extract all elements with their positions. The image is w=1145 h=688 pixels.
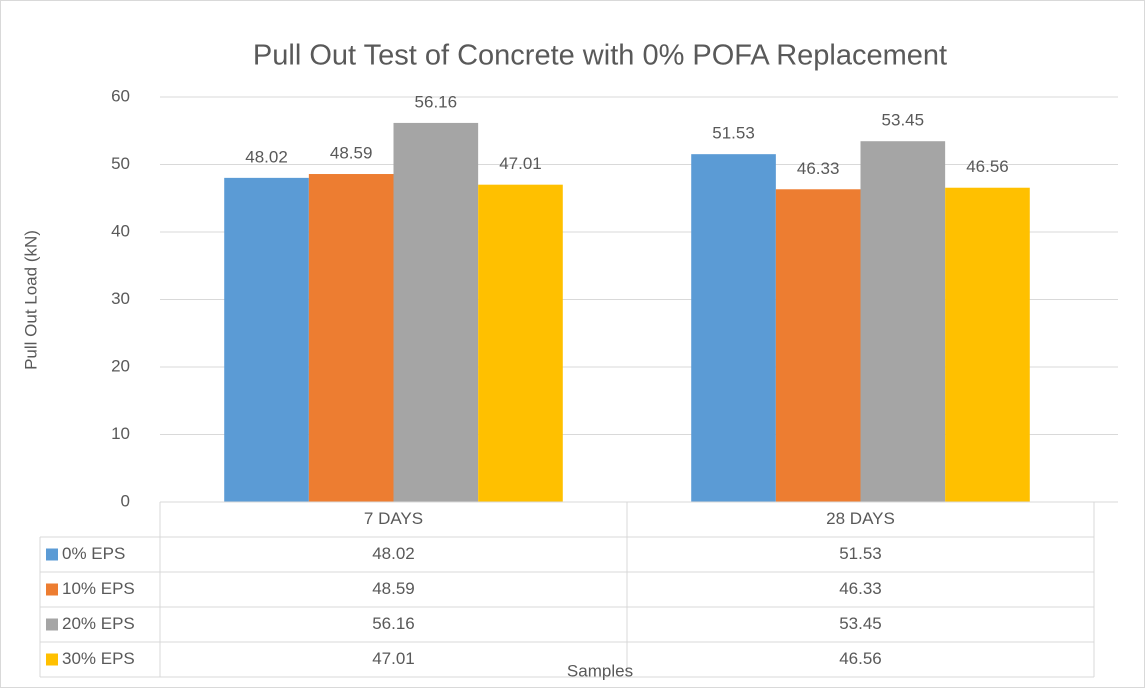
legend-swatch: [46, 618, 58, 631]
value-label: 53.45: [882, 111, 925, 130]
legend-label: 20% EPS: [62, 614, 135, 633]
bar: [224, 177, 309, 503]
y-tick-label: 10: [111, 424, 130, 443]
bar: [860, 141, 946, 502]
y-tick-label: 60: [111, 86, 130, 105]
y-axis-label: Pull Out Load (kN): [21, 230, 40, 370]
table-cell: 51.53: [839, 544, 882, 563]
bar: [308, 174, 394, 502]
bar: [393, 122, 479, 503]
table-cell: 47.01: [372, 649, 415, 668]
legend-swatch: [46, 548, 58, 561]
chart-title: Pull Out Test of Concrete with 0% POFA R…: [253, 40, 947, 72]
value-label: 48.59: [330, 144, 373, 163]
y-tick-label: 30: [111, 289, 130, 308]
table-cell: 48.59: [372, 579, 415, 598]
bar: [775, 189, 861, 502]
value-label: 47.01: [499, 154, 542, 173]
legend-swatch: [46, 653, 58, 666]
value-label: 46.33: [797, 159, 840, 178]
y-tick-label: 50: [111, 154, 130, 173]
table-cell: 46.33: [839, 579, 882, 598]
legend-label: 10% EPS: [62, 579, 135, 598]
value-label: 46.56: [966, 157, 1009, 176]
legend-label: 30% EPS: [62, 649, 135, 668]
bar: [691, 154, 776, 503]
y-tick-label: 0: [121, 491, 130, 510]
y-tick-label: 40: [111, 221, 130, 240]
legend-swatch: [46, 583, 58, 596]
table-cell: 48.02: [372, 544, 415, 563]
table-cell: 53.45: [839, 614, 882, 633]
y-tick-label: 20: [111, 356, 130, 375]
value-label: 48.02: [245, 147, 288, 166]
x-tick-label: 28 DAYS: [826, 509, 895, 528]
bar: [478, 184, 563, 502]
value-label: 51.53: [712, 124, 755, 143]
bar: [945, 187, 1030, 502]
x-tick-label: 7 DAYS: [364, 509, 423, 528]
value-label: 56.16: [415, 92, 458, 111]
table-cell: 46.56: [839, 649, 882, 668]
legend-label: 0% EPS: [62, 544, 125, 563]
table-cell: 56.16: [372, 614, 415, 633]
x-axis-label: Samples: [567, 661, 633, 680]
